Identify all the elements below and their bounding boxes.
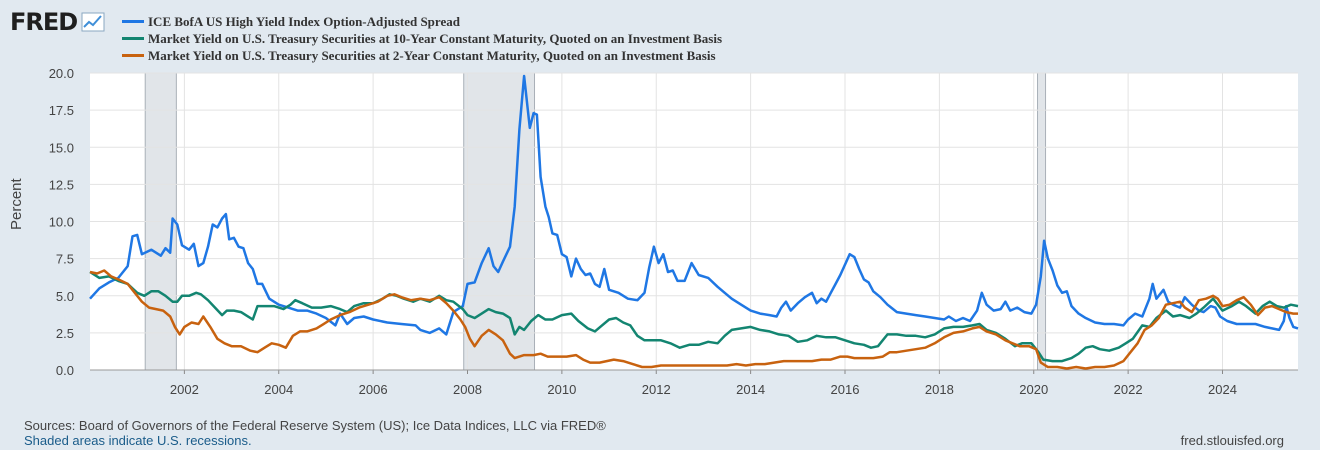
legend-swatch <box>122 20 144 23</box>
legend-item[interactable]: ICE BofA US High Yield Index Option-Adju… <box>122 13 722 30</box>
legend-item[interactable]: Market Yield on U.S. Treasury Securities… <box>122 30 722 47</box>
chart-header: FRED ICE BofA US High Yield Index Option… <box>10 8 1300 68</box>
y-tick-label: 12.5 <box>49 177 74 192</box>
x-tick-label: 2002 <box>170 382 199 397</box>
x-tick-label: 2020 <box>1019 382 1048 397</box>
sources-note: Sources: Board of Governors of the Feder… <box>24 418 606 433</box>
series-line-1 <box>89 74 1299 336</box>
y-tick-label: 5.0 <box>56 289 74 304</box>
legend-label: Market Yield on U.S. Treasury Securities… <box>148 30 723 46</box>
x-tick-label: 2024 <box>1208 382 1237 397</box>
y-tick-label: 2.5 <box>56 326 74 341</box>
fred-credit-link[interactable]: fred.stlouisfed.org <box>1180 433 1284 448</box>
x-tick-label: 2014 <box>736 382 765 397</box>
y-tick-label: 0.0 <box>56 363 74 378</box>
x-tick-label: 2010 <box>547 382 576 397</box>
y-tick-label: 20.0 <box>49 66 74 81</box>
x-tick-label: 2004 <box>264 382 293 397</box>
legend-label: ICE BofA US High Yield Index Option-Adju… <box>148 13 460 29</box>
chart-line-icon <box>81 12 105 32</box>
line-chart: 0.0 2.5 5.0 7.5 10.0 12.5 15.0 17.5 20.0 2002 2004… <box>49 66 1299 397</box>
legend-swatch <box>122 37 144 40</box>
x-tick-label: 2012 <box>642 382 671 397</box>
y-tick-label: 7.5 <box>56 252 74 267</box>
y-tick-label: 10.0 <box>49 215 74 230</box>
series-line-2 <box>89 270 1299 363</box>
legend-swatch <box>122 54 144 57</box>
series-line-3 <box>89 269 1298 370</box>
x-tick-label: 2018 <box>925 382 954 397</box>
x-tick-label: 2006 <box>359 382 388 397</box>
fred-logo[interactable]: FRED <box>10 8 105 36</box>
y-axis-label: Percent <box>8 178 25 230</box>
y-tick-label: 15.0 <box>49 140 74 155</box>
y-tick-label: 17.5 <box>49 103 74 118</box>
x-tick-label: 2008 <box>453 382 482 397</box>
chart-area: 0.0 2.5 5.0 7.5 10.0 12.5 15.0 17.5 20.0 2002 2004… <box>49 66 1299 397</box>
x-tick-label: 2016 <box>831 382 860 397</box>
logo-text: FRED <box>10 8 78 36</box>
x-tick-label: 2022 <box>1114 382 1143 397</box>
chart-legend: ICE BofA US High Yield Index Option-Adju… <box>122 13 722 64</box>
legend-item[interactable]: Market Yield on U.S. Treasury Securities… <box>122 47 722 64</box>
legend-label: Market Yield on U.S. Treasury Securities… <box>148 47 716 63</box>
recession-note[interactable]: Shaded areas indicate U.S. recessions. <box>24 433 252 448</box>
chart-footer: Sources: Board of Governors of the Feder… <box>24 418 606 448</box>
